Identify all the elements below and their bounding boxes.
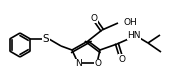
Text: O: O	[94, 60, 102, 69]
Text: OH: OH	[124, 17, 138, 26]
Text: N: N	[75, 60, 81, 69]
Text: HN: HN	[127, 30, 141, 40]
Text: O: O	[91, 13, 98, 22]
Text: S: S	[43, 34, 49, 44]
Text: O: O	[118, 55, 125, 64]
